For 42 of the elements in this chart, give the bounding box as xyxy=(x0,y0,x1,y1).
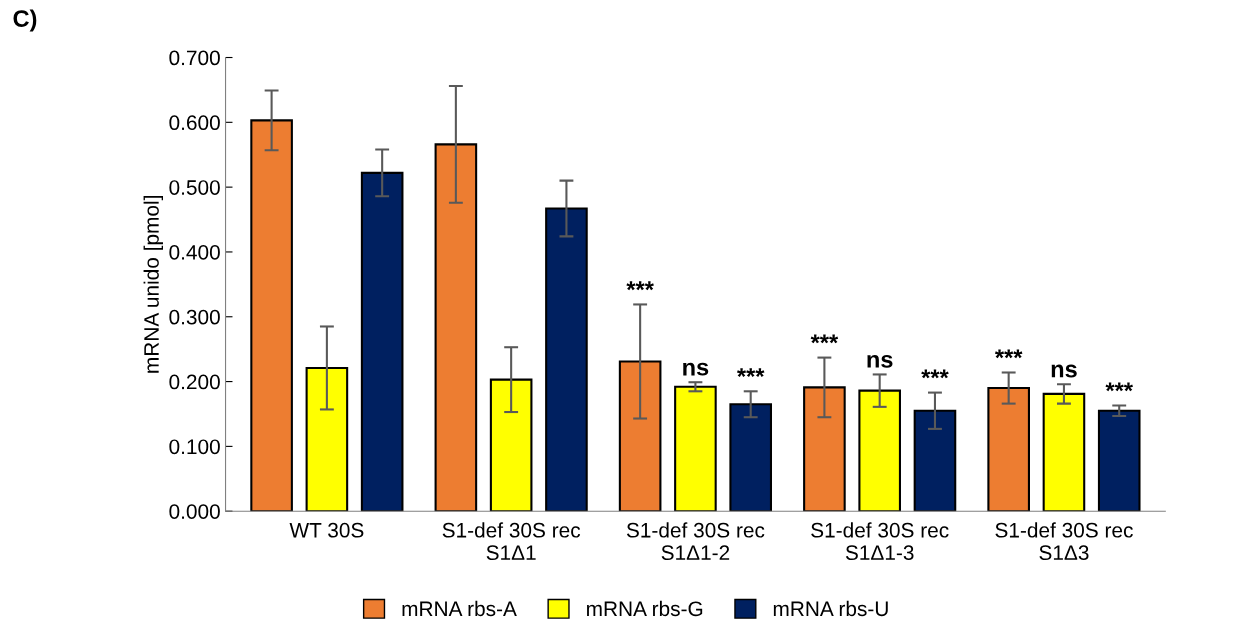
legend-label: mRNA rbs-U xyxy=(773,600,888,617)
legend-label: mRNA rbs-G xyxy=(587,600,703,617)
y-tick-label: 0.600 xyxy=(169,115,220,131)
bar xyxy=(360,171,404,512)
bar xyxy=(1097,409,1141,512)
data-label: *** xyxy=(626,281,654,291)
bar xyxy=(305,366,349,512)
bar xyxy=(545,207,588,512)
bar xyxy=(618,360,662,512)
data-label: *** xyxy=(810,334,839,344)
data-label: *** xyxy=(994,349,1023,359)
x-tick-label: S1-def 30S rec S1Δ1-2 xyxy=(626,522,765,561)
data-label: ns xyxy=(683,362,709,376)
data-label: ns xyxy=(867,354,893,368)
text: C) xyxy=(13,9,37,32)
y-tick-label: 0.100 xyxy=(169,439,220,455)
data-label: ns xyxy=(1051,364,1077,378)
bar xyxy=(434,143,478,512)
data-label: *** xyxy=(1105,382,1133,392)
bar xyxy=(987,387,1030,512)
x-tick-label: S1-def 30S rec S1Δ3 xyxy=(995,522,1133,561)
data-label: *** xyxy=(921,369,949,379)
y-tick-label: 0.300 xyxy=(169,309,220,325)
bar xyxy=(674,385,717,512)
x-tick-label: WT 30S xyxy=(289,522,364,538)
legend-label: mRNA rbs-A xyxy=(402,600,517,617)
y-axis-title: mRNA unido [pmol] xyxy=(143,196,163,373)
y-tick-label: 0.200 xyxy=(169,374,220,390)
y-tick-label: 0.400 xyxy=(169,244,220,260)
bar xyxy=(1042,392,1086,512)
bar xyxy=(858,389,901,512)
x-tick-label: S1-def 30S rec S1Δ1 xyxy=(442,522,581,561)
x-tick-label: S1-def 30S rec S1Δ1-3 xyxy=(811,522,949,561)
y-tick-label: 0.500 xyxy=(169,180,220,195)
bar xyxy=(913,409,957,512)
y-tick-label: 0.000 xyxy=(169,504,220,519)
bar xyxy=(250,119,293,512)
y-tick-label: 0.700 xyxy=(169,50,220,66)
bar xyxy=(489,378,533,512)
data-label: *** xyxy=(736,368,765,377)
bar xyxy=(729,403,772,512)
bar xyxy=(803,386,846,512)
